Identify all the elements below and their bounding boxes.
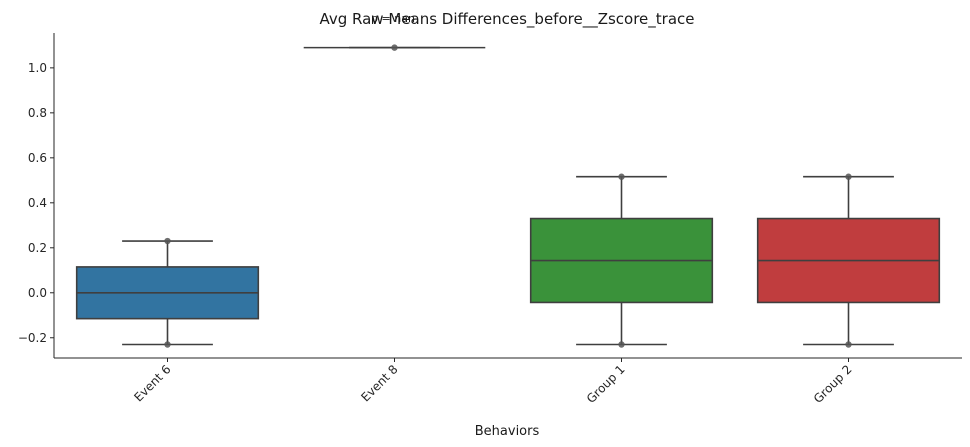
box-group-2 xyxy=(303,44,486,51)
chart-title: Avg Raw Means Differences_before__Zscore… xyxy=(319,10,694,29)
box-group-3 xyxy=(529,173,714,348)
x-axis: Event 6 Event 8 Group 1 Group 2 xyxy=(54,357,962,406)
y-axis: −0.2 0.0 0.2 0.4 0.6 0.8 1.0 xyxy=(18,33,55,358)
y-tick-label: 0.8 xyxy=(28,106,47,120)
data-point xyxy=(164,237,171,245)
p-value-annotation: p = nan xyxy=(371,12,415,25)
data-point xyxy=(391,44,398,51)
x-axis-label: Behaviors xyxy=(475,424,540,439)
box-group-4 xyxy=(756,173,941,348)
y-tick-label: 0.4 xyxy=(28,196,47,210)
x-tick-label: Group 2 xyxy=(811,362,855,406)
x-tick-label: Event 6 xyxy=(131,362,173,404)
box-group-1 xyxy=(75,237,260,348)
y-tick-label: 1.0 xyxy=(28,61,47,75)
data-point xyxy=(845,173,852,180)
x-tick-label: Event 8 xyxy=(358,362,400,404)
data-point xyxy=(164,341,171,348)
x-tick-label: Group 1 xyxy=(584,362,628,406)
y-tick-label: 0.0 xyxy=(28,286,47,300)
data-point xyxy=(618,173,625,180)
y-tick-label: −0.2 xyxy=(18,331,47,345)
data-point xyxy=(618,341,625,348)
data-point xyxy=(845,341,852,348)
y-tick-label: 0.6 xyxy=(28,151,47,165)
plot-area xyxy=(75,44,941,348)
y-tick-label: 0.2 xyxy=(28,241,47,255)
